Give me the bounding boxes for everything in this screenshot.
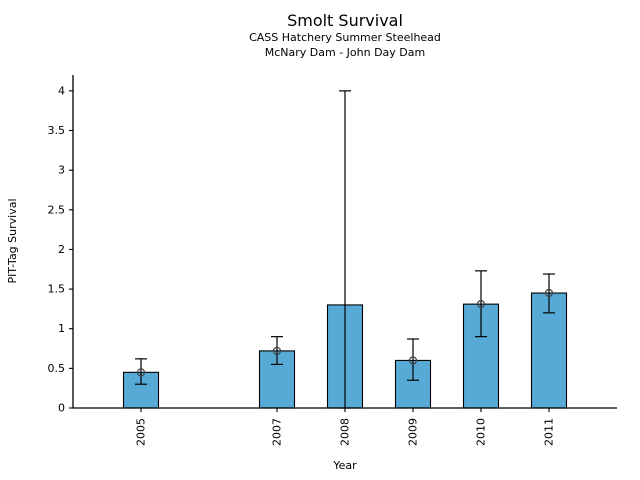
x-tick-label: 2011 bbox=[543, 418, 556, 446]
chart-subtitle-line1: CASS Hatchery Summer Steelhead bbox=[249, 31, 441, 44]
x-tick-label: 2010 bbox=[475, 418, 488, 446]
y-tick-label: 3.5 bbox=[48, 124, 66, 137]
x-tick-label: 2007 bbox=[271, 418, 284, 446]
plot-area: 0 0.5 1 1.5 2 2.5 3 3.5 4 2005 2007 2008 2009 2010 201… bbox=[48, 75, 617, 446]
x-tick-label: 2009 bbox=[407, 418, 420, 446]
y-axis-label: PIT-Tag Survival bbox=[6, 198, 19, 283]
chart-title: Smolt Survival bbox=[287, 11, 403, 30]
y-tick-label: 1.5 bbox=[48, 283, 66, 296]
point-marker-2009 bbox=[408, 356, 418, 365]
y-tick-label: 1 bbox=[58, 322, 65, 335]
y-tick-label: 2 bbox=[58, 243, 65, 256]
point-marker-2010 bbox=[476, 300, 486, 309]
x-tick-label: 2008 bbox=[339, 418, 352, 446]
y-tick-label: 3 bbox=[58, 164, 65, 177]
y-tick-label: 0.5 bbox=[48, 362, 66, 375]
y-tick-label: 0 bbox=[58, 402, 65, 415]
chart-subtitle-line2: McNary Dam - John Day Dam bbox=[265, 46, 425, 59]
y-tick-label: 2.5 bbox=[48, 203, 66, 216]
x-axis-label: Year bbox=[332, 459, 357, 472]
x-tick-label: 2005 bbox=[135, 418, 148, 446]
point-marker-2007 bbox=[272, 346, 282, 356]
point-marker-2005 bbox=[136, 368, 146, 377]
y-tick-label: 4 bbox=[58, 84, 65, 97]
bar-2009 bbox=[394, 359, 432, 409]
point-marker-2011 bbox=[544, 288, 554, 298]
